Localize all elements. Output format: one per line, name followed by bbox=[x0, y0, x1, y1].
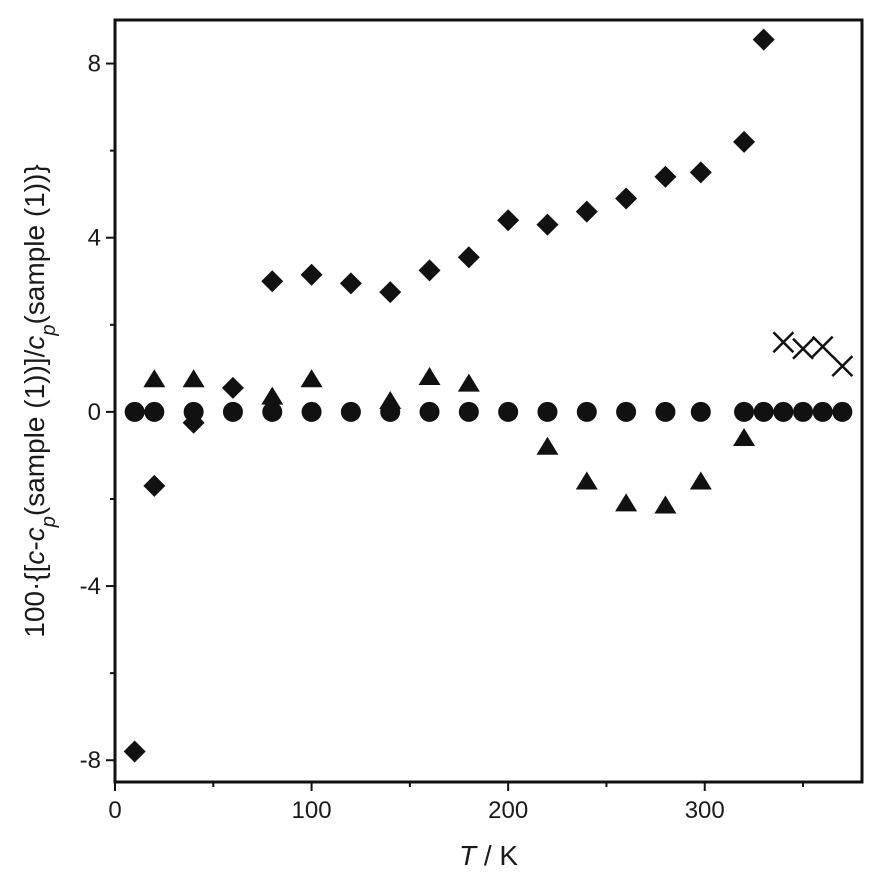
circle-point bbox=[419, 401, 440, 422]
axis-title-part: p bbox=[38, 516, 60, 528]
circle-point bbox=[537, 401, 558, 422]
circle-point bbox=[301, 401, 322, 422]
x-tick-label: 100 bbox=[292, 797, 332, 824]
circle-point bbox=[124, 401, 145, 422]
triangle-point bbox=[733, 428, 756, 447]
y-tick-label: -8 bbox=[80, 747, 101, 774]
circle-point bbox=[340, 401, 361, 422]
axis-title-part: c bbox=[19, 527, 50, 541]
axis-title-part: c bbox=[19, 336, 50, 350]
diamond-point bbox=[733, 130, 756, 153]
diamond-point bbox=[379, 281, 402, 304]
circle-point bbox=[616, 401, 637, 422]
diamond-point bbox=[752, 28, 775, 51]
axis-title-part: c bbox=[19, 551, 50, 565]
circle-point bbox=[498, 401, 519, 422]
cross-point bbox=[831, 355, 854, 378]
x-axis-title: T / K bbox=[459, 840, 518, 871]
diamond-point bbox=[182, 411, 205, 434]
triangle-point bbox=[143, 369, 166, 388]
series-diamond bbox=[123, 28, 775, 763]
cross-point bbox=[811, 335, 834, 358]
x-tick-label: 200 bbox=[488, 797, 528, 824]
diamond-point bbox=[221, 376, 244, 399]
circle-point bbox=[753, 401, 774, 422]
cross-point bbox=[792, 337, 814, 360]
y-tick-label: 8 bbox=[88, 51, 101, 78]
triangle-point bbox=[575, 471, 598, 490]
circle-point bbox=[222, 401, 243, 422]
circle-point bbox=[690, 401, 711, 422]
x-tick-label: 300 bbox=[685, 797, 725, 824]
diamond-point bbox=[261, 270, 284, 293]
circle-point bbox=[812, 401, 833, 422]
triangle-point bbox=[654, 495, 677, 514]
circle-point bbox=[793, 401, 814, 422]
triangle-point bbox=[457, 373, 480, 392]
circle-point bbox=[734, 401, 755, 422]
diamond-point bbox=[536, 213, 559, 236]
circle-point bbox=[576, 401, 597, 422]
circle-point bbox=[773, 401, 794, 422]
y-tick-label: 4 bbox=[88, 225, 101, 252]
triangle-point bbox=[300, 369, 323, 388]
y-axis-title: 100·{[c-cp(sample (1))]/cp(sample (1))} bbox=[19, 164, 60, 637]
triangle-point bbox=[418, 367, 441, 386]
triangle-point bbox=[689, 471, 712, 490]
triangle-point bbox=[379, 391, 402, 409]
diamond-point bbox=[143, 474, 166, 497]
diamond-point bbox=[654, 165, 677, 188]
series-circle bbox=[124, 401, 853, 422]
diamond-point bbox=[123, 740, 146, 763]
y-tick-label: -4 bbox=[80, 573, 101, 600]
circle-point bbox=[458, 401, 479, 422]
diamond-point bbox=[689, 161, 712, 184]
y-tick-label: 0 bbox=[88, 399, 101, 426]
data-points bbox=[123, 28, 854, 763]
axis-title-part: T bbox=[459, 840, 478, 871]
diamond-point bbox=[418, 259, 441, 282]
diamond-point bbox=[300, 263, 323, 286]
series-cross bbox=[772, 331, 854, 378]
axis-title-part: / K bbox=[476, 840, 518, 871]
series-triangle bbox=[143, 367, 756, 514]
circle-point bbox=[262, 401, 283, 422]
plot-frame bbox=[113, 18, 864, 784]
tick-labels: 0 100 200 300 -8 -4 0 4 8 bbox=[80, 51, 725, 824]
diamond-point bbox=[575, 200, 598, 223]
diamond-point bbox=[497, 209, 520, 232]
diamond-point bbox=[615, 187, 638, 210]
triangle-point bbox=[261, 386, 284, 405]
x-tick-label: 0 bbox=[108, 797, 121, 824]
circle-point bbox=[144, 401, 165, 422]
axis-title-part: (sample (1))} bbox=[19, 164, 50, 324]
axis-title-part: - bbox=[19, 541, 50, 550]
axis-title-part: p bbox=[38, 325, 60, 337]
triangle-point bbox=[182, 369, 205, 388]
axis-title-part: (sample (1))]/ bbox=[19, 349, 50, 516]
circle-point bbox=[832, 401, 853, 422]
diamond-point bbox=[339, 272, 362, 295]
diamond-point bbox=[457, 246, 480, 269]
circle-point bbox=[655, 401, 676, 422]
cross-point bbox=[772, 331, 795, 354]
axis-title-part: 100·{[ bbox=[19, 564, 50, 637]
triangle-point bbox=[536, 436, 559, 455]
triangle-point bbox=[615, 493, 638, 512]
